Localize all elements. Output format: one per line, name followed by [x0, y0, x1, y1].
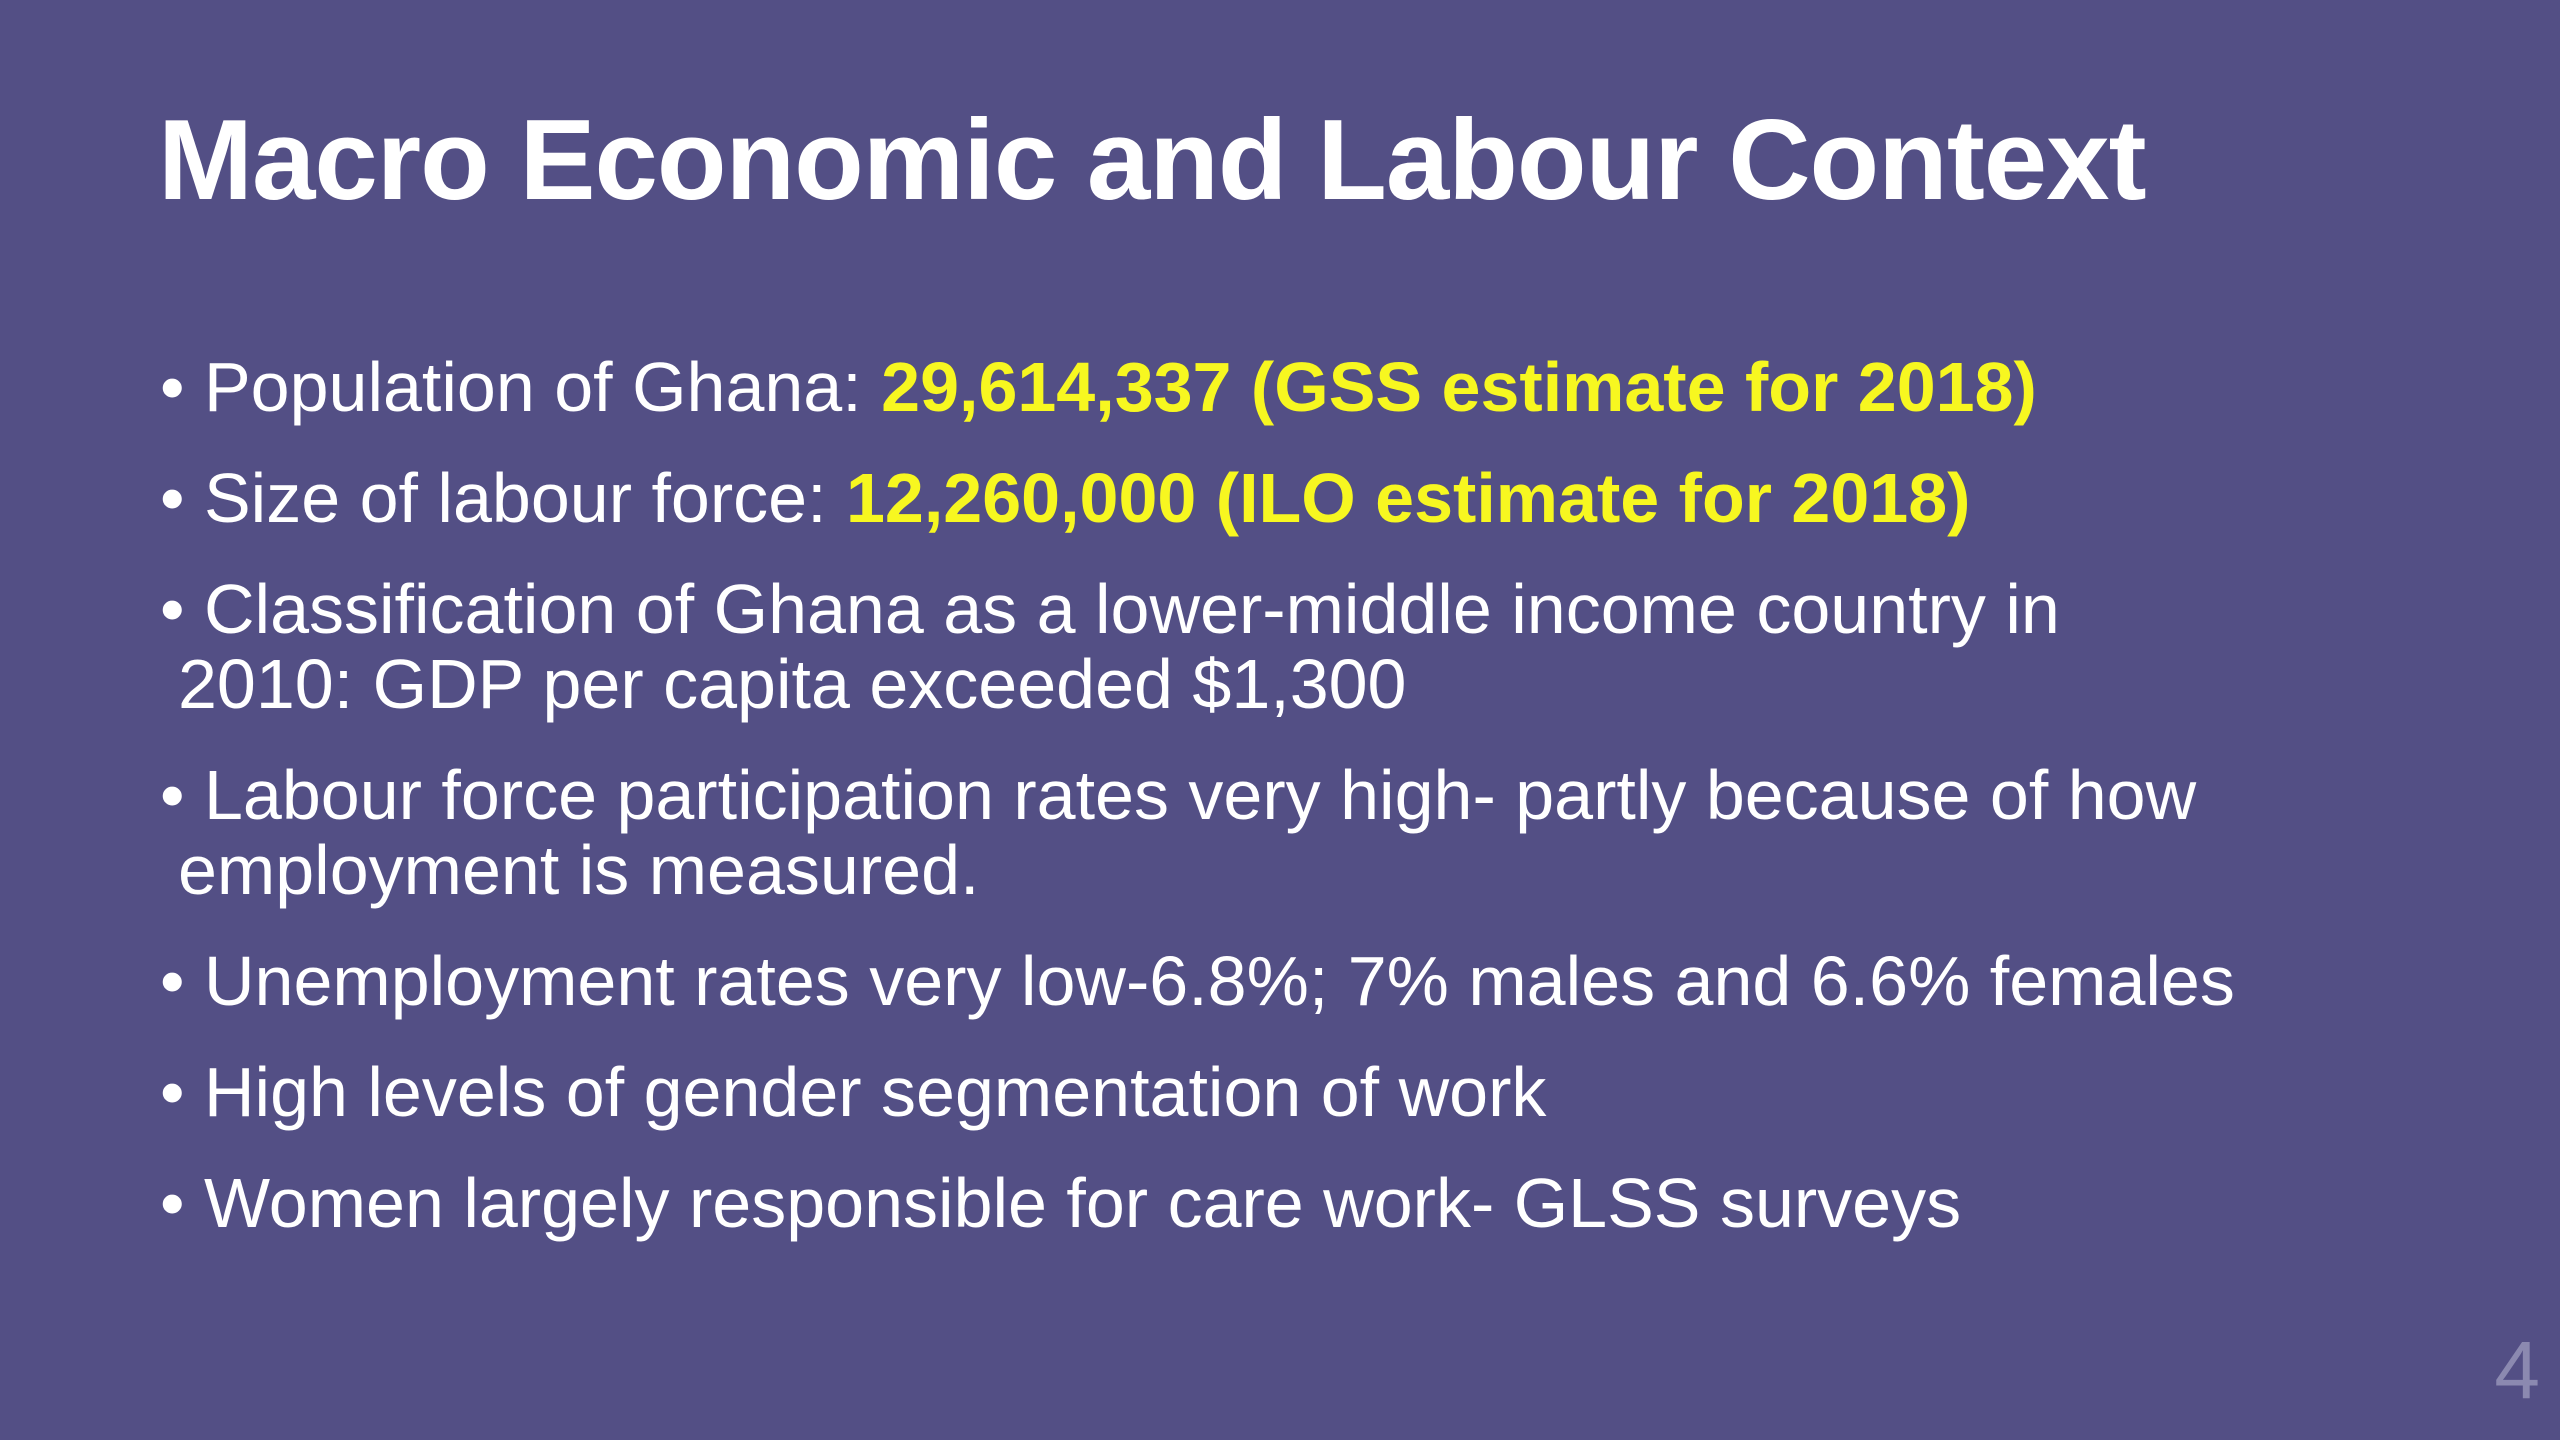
page-number: 4 [2494, 1325, 2540, 1416]
bullet-item: Labour force participation rates very hi… [160, 758, 2460, 908]
bullet-line: Women largely responsible for care work-… [160, 1166, 2460, 1241]
bullet-item: Classification of Ghana as a lower-middl… [160, 572, 2460, 722]
bullet-text: Size of labour force: [203, 459, 846, 537]
bullet-line: High levels of gender segmentation of wo… [160, 1055, 2460, 1130]
bullet-highlight: 12,260,000 (ILO estimate for 2018) [845, 459, 1971, 537]
bullet-text: employment is measured. [178, 831, 980, 909]
bullet-item: Unemployment rates very low-6.8%; 7% mal… [160, 944, 2460, 1019]
bullet-text: Labour force participation rates very hi… [203, 756, 2197, 834]
bullet-line: Classification of Ghana as a lower-middl… [160, 572, 2460, 647]
bullet-item: High levels of gender segmentation of wo… [160, 1055, 2460, 1130]
bullet-text: Population of Ghana: [203, 348, 882, 426]
bullet-text: Unemployment rates very low-6.8%; 7% mal… [203, 942, 2235, 1020]
bullet-line: Labour force participation rates very hi… [160, 758, 2460, 833]
bullet-highlight: 29,614,337 (GSS estimate for 2018) [881, 348, 2037, 426]
bullet-list: Population of Ghana: 29,614,337 (GSS est… [160, 350, 2460, 1277]
bullet-text: High levels of gender segmentation of wo… [203, 1053, 1547, 1131]
bullet-line: Size of labour force: 12,260,000 (ILO es… [160, 461, 2460, 536]
bullet-text: 2010: GDP per capita exceeded $1,300 [178, 645, 1407, 723]
bullet-line: employment is measured. [160, 833, 2460, 908]
bullet-item: Women largely responsible for care work-… [160, 1166, 2460, 1241]
bullet-item: Size of labour force: 12,260,000 (ILO es… [160, 461, 2460, 536]
bullet-line: Unemployment rates very low-6.8%; 7% mal… [160, 944, 2460, 1019]
bullet-text: Classification of Ghana as a lower-middl… [203, 570, 2060, 648]
bullet-text: Women largely responsible for care work-… [203, 1164, 1962, 1242]
slide-title: Macro Economic and Labour Context [158, 97, 2147, 224]
bullet-line: 2010: GDP per capita exceeded $1,300 [160, 647, 2460, 722]
bullet-line: Population of Ghana: 29,614,337 (GSS est… [160, 350, 2460, 425]
bullet-item: Population of Ghana: 29,614,337 (GSS est… [160, 350, 2460, 425]
